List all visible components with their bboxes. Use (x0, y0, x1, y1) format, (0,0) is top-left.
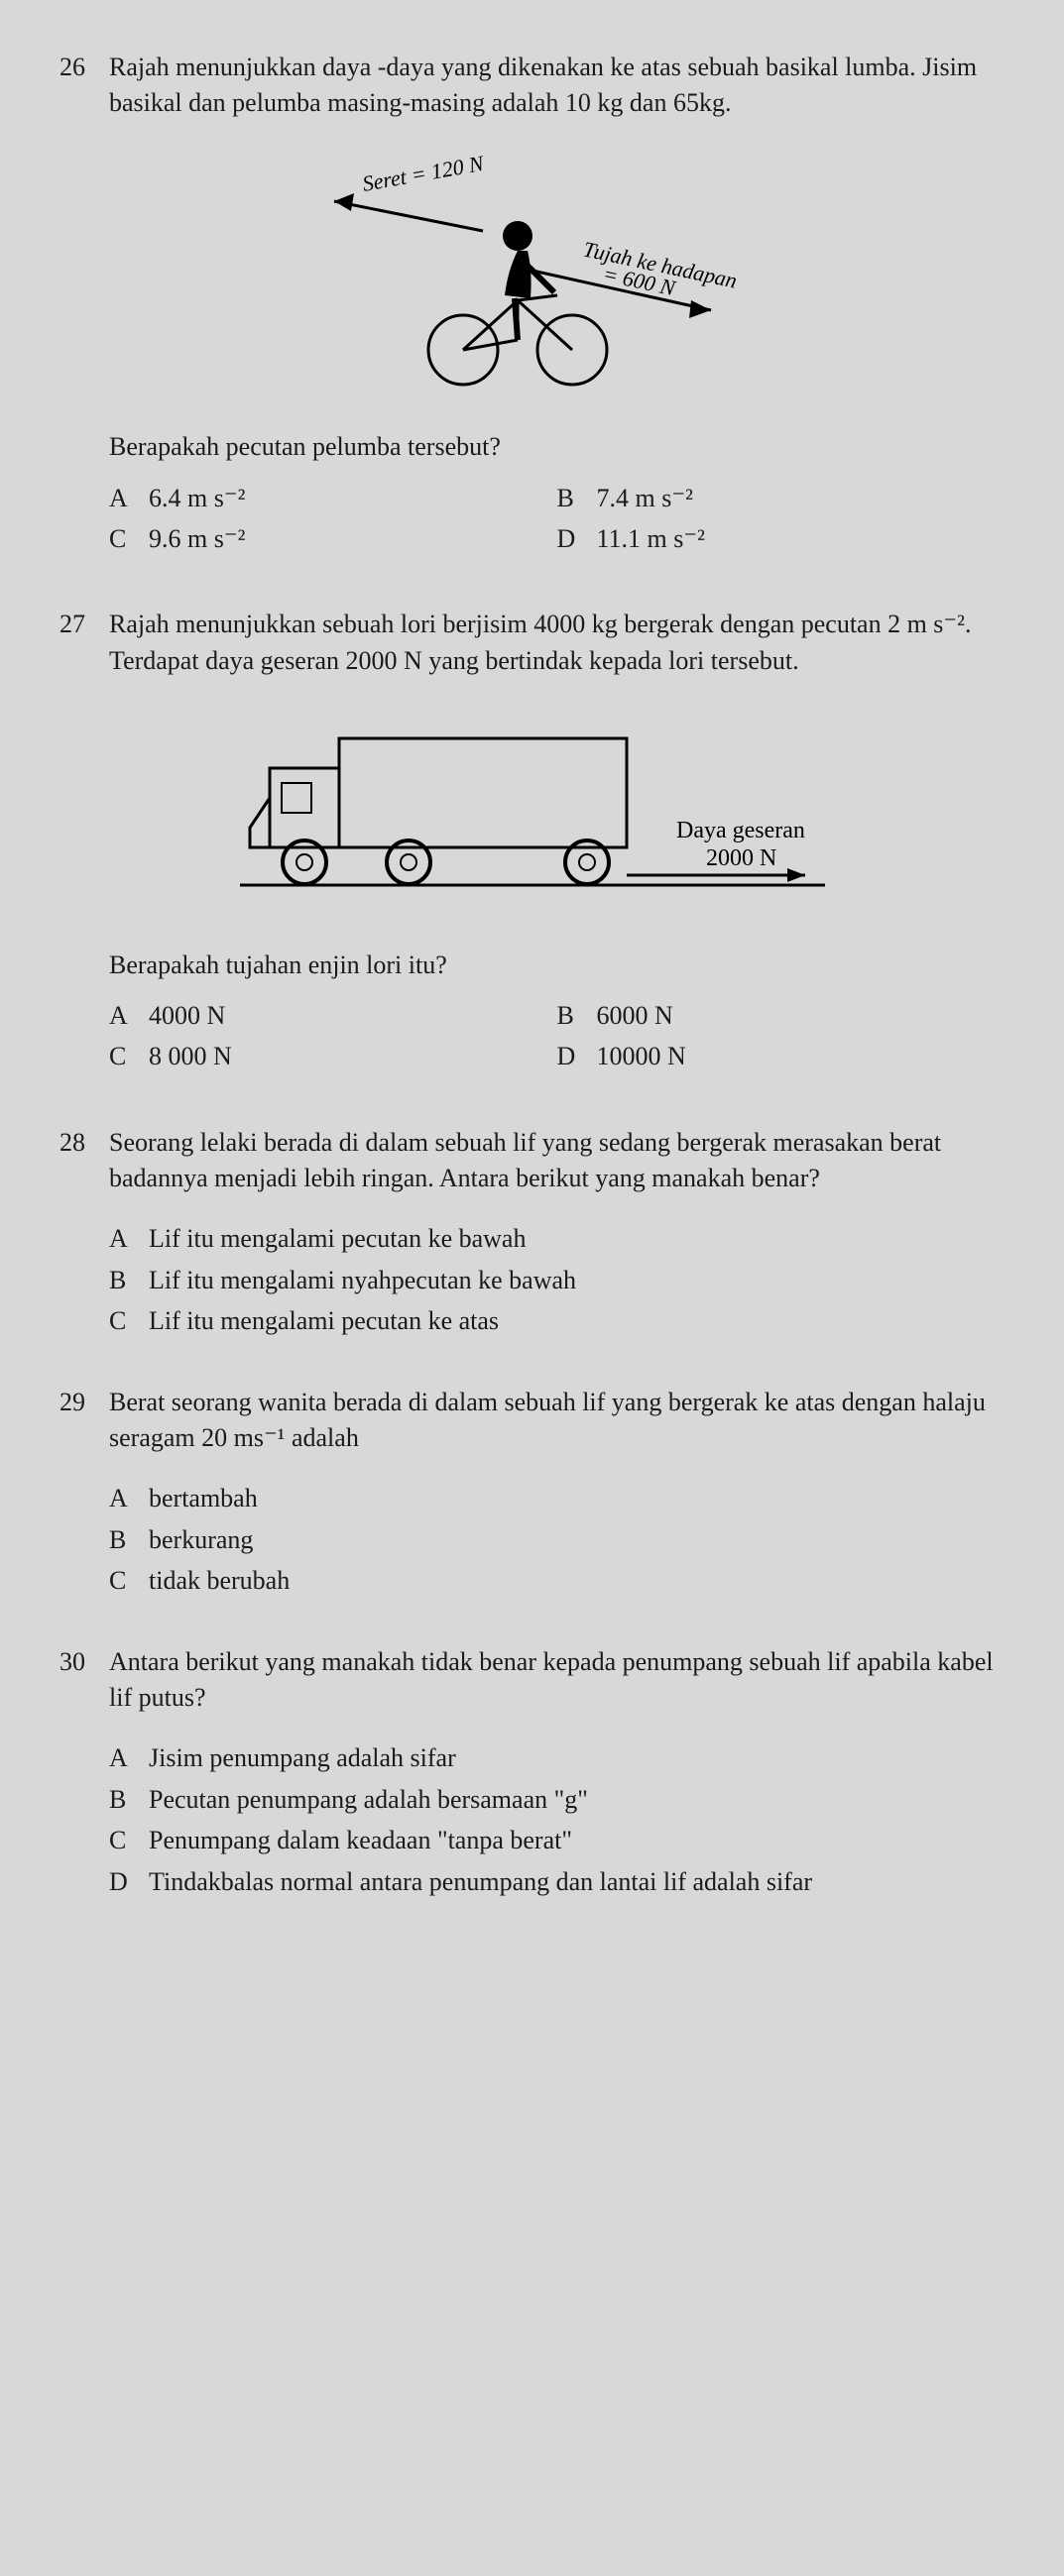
choice-d: D10000 N (557, 1039, 1005, 1074)
choices: A4000 N B6000 N C8 000 N D10000 N (109, 998, 1005, 1080)
choice-b: BPecutan penumpang adalah bersamaan "g" (109, 1782, 1005, 1818)
choice-b: B7.4 m s⁻² (557, 481, 1005, 516)
choice-a: ALif itu mengalami pecutan ke bawah (109, 1221, 1005, 1257)
choice-d: D11.1 m s⁻² (557, 521, 1005, 557)
choice-b: BLif itu mengalami nyahpecutan ke bawah (109, 1263, 1005, 1298)
question-27: 27 Rajah menunjukkan sebuah lori berjisi… (59, 607, 1005, 1079)
choice-a: Abertambah (109, 1481, 1005, 1516)
question-29: 29 Berat seorang wanita berada di dalam … (59, 1385, 1005, 1600)
figure-cyclist: Seret = 120 N Tujah ke hadapan = 600 N (59, 142, 1005, 409)
choice-b: Bberkurang (109, 1522, 1005, 1558)
choice-a: AJisim penumpang adalah sifar (109, 1740, 1005, 1776)
question-body: Rajah menunjukkan daya -daya yang dikena… (109, 50, 1005, 122)
question-number: 28 (59, 1125, 109, 1161)
choices: AJisim penumpang adalah sifar BPecutan p… (109, 1740, 1005, 1900)
question-30: 30 Antara berikut yang manakah tidak ben… (59, 1644, 1005, 1900)
question-28: 28 Seorang lelaki berada di dalam sebuah… (59, 1125, 1005, 1340)
choice-c: Ctidak berubah (109, 1563, 1005, 1599)
question-text: 30 Antara berikut yang manakah tidak ben… (59, 1644, 1005, 1717)
sub-question: Berapakah tujahan enjin lori itu? (109, 948, 1005, 983)
question-number: 27 (59, 607, 109, 642)
figure-truck: Daya geseran 2000 N (59, 699, 1005, 927)
choice-b: B6000 N (557, 998, 1005, 1034)
choices: Abertambah Bberkurang Ctidak berubah (109, 1481, 1005, 1599)
choices: A6.4 m s⁻² B7.4 m s⁻² C9.6 m s⁻² D11.1 m… (109, 481, 1005, 563)
question-text: 29 Berat seorang wanita berada di dalam … (59, 1385, 1005, 1457)
question-body: Seorang lelaki berada di dalam sebuah li… (109, 1125, 1005, 1197)
question-text: 28 Seorang lelaki berada di dalam sebuah… (59, 1125, 1005, 1197)
choice-c: C9.6 m s⁻² (109, 521, 557, 557)
question-body: Berat seorang wanita berada di dalam seb… (109, 1385, 1005, 1457)
sub-question: Berapakah pecutan pelumba tersebut? (109, 429, 1005, 465)
question-26: 26 Rajah menunjukkan daya -daya yang dik… (59, 50, 1005, 562)
choice-a: A4000 N (109, 998, 557, 1034)
svg-text:Seret = 120 N: Seret = 120 N (360, 150, 486, 195)
choice-d: DTindakbalas normal antara penumpang dan… (109, 1864, 1005, 1900)
question-text: 26 Rajah menunjukkan daya -daya yang dik… (59, 50, 1005, 122)
choices: ALif itu mengalami pecutan ke bawah BLif… (109, 1221, 1005, 1339)
question-body: Antara berikut yang manakah tidak benar … (109, 1644, 1005, 1717)
choice-c: CLif itu mengalami pecutan ke atas (109, 1303, 1005, 1339)
choice-c: CPenumpang dalam keadaan "tanpa berat" (109, 1823, 1005, 1858)
question-number: 30 (59, 1644, 109, 1680)
svg-text:2000 N: 2000 N (706, 845, 776, 871)
choice-c: C8 000 N (109, 1039, 557, 1074)
question-body: Rajah menunjukkan sebuah lori berjisim 4… (109, 607, 1005, 679)
choice-a: A6.4 m s⁻² (109, 481, 557, 516)
question-text: 27 Rajah menunjukkan sebuah lori berjisi… (59, 607, 1005, 679)
question-number: 29 (59, 1385, 109, 1420)
svg-text:Daya geseran: Daya geseran (676, 818, 805, 843)
question-number: 26 (59, 50, 109, 85)
